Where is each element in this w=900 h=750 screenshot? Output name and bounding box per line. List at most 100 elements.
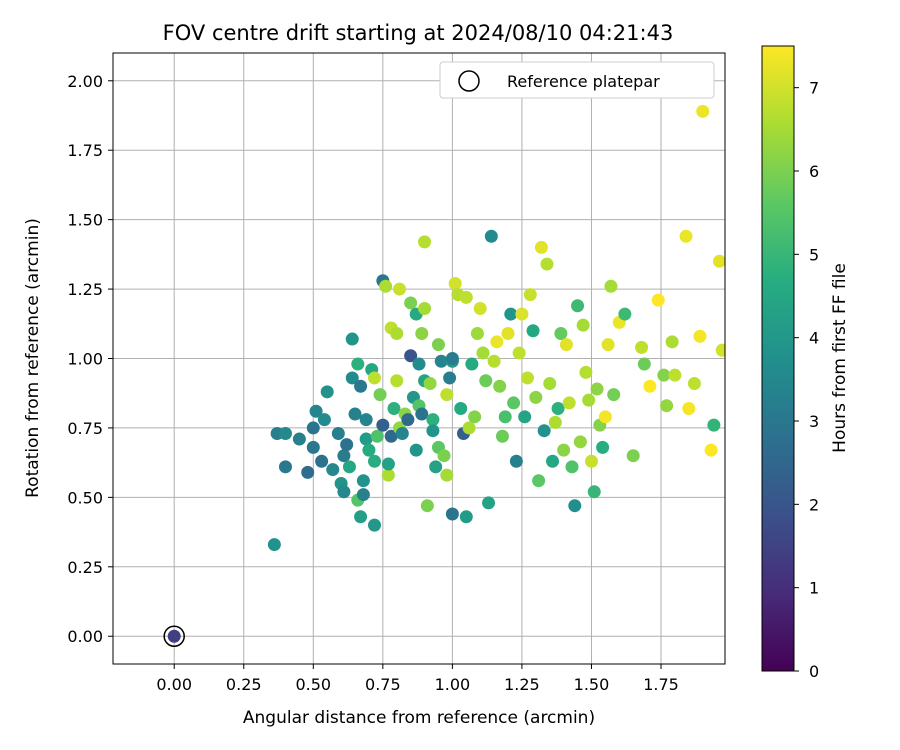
data-point	[309, 404, 323, 418]
data-point	[292, 432, 306, 446]
data-point	[415, 407, 429, 421]
data-point	[607, 388, 621, 402]
data-point	[381, 457, 395, 471]
data-point	[470, 327, 484, 341]
data-point	[576, 318, 590, 332]
data-point	[468, 410, 482, 424]
data-point	[351, 357, 365, 371]
data-point	[482, 496, 496, 510]
data-point	[420, 499, 434, 513]
data-point	[426, 424, 440, 438]
data-point	[359, 432, 373, 446]
colorbar	[761, 45, 795, 672]
data-point	[443, 371, 457, 385]
data-point	[679, 229, 693, 243]
data-point	[523, 288, 537, 302]
data-point	[696, 104, 710, 118]
x-axis-label: Angular distance from reference (arcmin)	[243, 708, 595, 728]
data-point	[584, 454, 598, 468]
data-point	[301, 465, 315, 479]
chart-title: FOV centre drift starting at 2024/08/10 …	[163, 21, 674, 45]
data-point	[348, 407, 362, 421]
data-point	[409, 443, 423, 457]
y-tick-label: 1.00	[67, 350, 103, 369]
data-point	[526, 324, 540, 338]
data-point	[565, 460, 579, 474]
data-point	[356, 488, 370, 502]
data-point	[379, 279, 393, 293]
colorbar-tick-label: 6	[809, 162, 819, 181]
data-point	[712, 254, 725, 268]
data-point	[598, 410, 612, 424]
colorbar-label: Hours from first FF file	[830, 263, 850, 453]
data-point	[465, 357, 479, 371]
data-point	[404, 296, 418, 310]
data-point	[315, 454, 329, 468]
data-point	[660, 399, 674, 413]
data-point	[479, 374, 493, 388]
y-tick-label: 0.75	[67, 419, 103, 438]
data-point	[687, 376, 701, 390]
data-point	[381, 468, 395, 482]
data-point	[571, 299, 585, 313]
data-point	[445, 507, 459, 521]
data-point	[306, 440, 320, 454]
data-point	[393, 282, 407, 296]
data-point	[498, 410, 512, 424]
data-point	[337, 449, 351, 463]
data-point	[515, 307, 529, 321]
y-tick-label: 2.00	[67, 72, 103, 91]
data-point	[367, 454, 381, 468]
x-tick-label: 1.50	[574, 675, 610, 694]
data-point	[543, 376, 557, 390]
data-point	[418, 302, 432, 316]
y-tick-label: 0.25	[67, 558, 103, 577]
data-point	[635, 340, 649, 354]
data-point	[454, 401, 468, 415]
data-point	[373, 388, 387, 402]
data-point	[440, 468, 454, 482]
legend-label-reference-platepar: Reference platepar	[507, 72, 660, 91]
data-point	[429, 460, 443, 474]
colorbar-tick-label: 2	[809, 495, 819, 514]
data-point	[387, 401, 401, 415]
data-point	[601, 338, 615, 352]
data-point	[434, 354, 448, 368]
data-point	[520, 371, 534, 385]
data-point	[331, 426, 345, 440]
data-point	[596, 440, 610, 454]
data-point	[657, 368, 671, 382]
data-point	[278, 460, 292, 474]
data-point	[715, 343, 725, 357]
data-point	[317, 413, 331, 427]
data-point	[626, 449, 640, 463]
data-point	[426, 413, 440, 427]
data-point	[537, 424, 551, 438]
y-tick-label: 1.50	[67, 211, 103, 230]
y-tick-label: 0.00	[67, 627, 103, 646]
data-point	[509, 454, 523, 468]
data-point	[362, 443, 376, 457]
colorbar-tick-label: 0	[809, 662, 819, 681]
data-point	[340, 438, 354, 452]
y-tick-label: 1.25	[67, 280, 103, 299]
data-point	[540, 257, 554, 271]
data-point	[415, 327, 429, 341]
data-point	[668, 368, 682, 382]
data-point	[643, 379, 657, 393]
data-point	[367, 518, 381, 532]
data-point	[512, 346, 526, 360]
data-point	[412, 357, 426, 371]
data-point	[665, 335, 679, 349]
data-point	[534, 240, 548, 254]
colorbar-tick-label: 4	[809, 329, 819, 348]
legend-reference-marker	[458, 70, 480, 92]
y-tick-label: 1.75	[67, 141, 103, 160]
x-tick-label: 0.25	[226, 675, 262, 694]
data-point	[459, 290, 473, 304]
x-tick-label: 1.75	[643, 675, 679, 694]
data-point	[476, 346, 490, 360]
data-point	[267, 538, 281, 552]
data-point	[518, 410, 532, 424]
